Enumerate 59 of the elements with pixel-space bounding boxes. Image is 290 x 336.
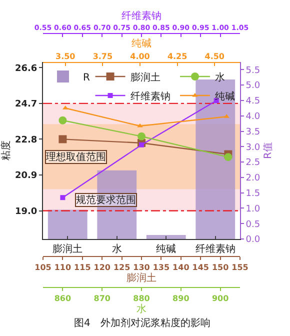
- x-tick-label: 145: [192, 262, 210, 272]
- x-tick-label: 140: [172, 262, 190, 272]
- y2-tick-label: 1.5: [246, 188, 260, 199]
- y2-tick-label: 3.0: [246, 142, 260, 153]
- legend-label: 膨润土: [130, 71, 160, 84]
- x-tick-label: 860: [54, 294, 72, 303]
- band-label: 理想取值范围: [46, 151, 106, 163]
- x2-tick-label: 4.25: [167, 52, 188, 61]
- y2-tick-label: 0.5: [246, 220, 260, 230]
- y-axis-title: 粘度: [0, 140, 12, 160]
- x-tick-label: 120: [94, 262, 111, 272]
- y-tick-label: 26.6: [14, 64, 38, 74]
- bar: [146, 235, 186, 239]
- x-axis-title: 膨润土: [126, 272, 156, 284]
- x-tick-label: 130: [133, 262, 150, 272]
- y2-tick-label: 4.0: [246, 112, 260, 122]
- x-tick-label: 膨润土: [52, 243, 83, 255]
- y2-tick-label: 5.0: [246, 81, 260, 92]
- x2-tick-label: 3.75: [92, 52, 113, 61]
- x-tick-label: 135: [152, 262, 170, 272]
- x-tick-label: 155: [232, 262, 249, 272]
- x-tick-label: 纤维素钠: [195, 243, 236, 255]
- legend-label: 纯碱: [215, 90, 235, 102]
- y-tick-label: 22.8: [14, 135, 38, 146]
- y-tick-label: 24.7: [14, 100, 38, 110]
- x-tick-label: 纯碱: [156, 243, 176, 255]
- legend-label: 水: [215, 71, 225, 84]
- x-tick-label: 110: [54, 262, 72, 272]
- band-label: 规范要求范围: [76, 194, 136, 206]
- x-tick-label: 150: [212, 262, 230, 272]
- x2-axis-title: 纤维素钠: [122, 10, 162, 22]
- x2-tick-label: 4.50: [204, 52, 225, 61]
- x2-axis-title: 纯碱: [132, 38, 152, 50]
- x-tick-label: 水: [112, 243, 122, 255]
- x-tick-label: 870: [94, 294, 111, 303]
- y2-tick-label: 4.5: [246, 96, 260, 107]
- x-tick-label: 900: [212, 294, 230, 303]
- x-tick-label: 890: [172, 294, 190, 303]
- y2-tick-label: 0.0: [246, 235, 260, 246]
- y2-tick-label: 1.0: [246, 204, 260, 214]
- legend-label: R: [83, 72, 90, 84]
- x-tick-label: 125: [113, 262, 131, 272]
- bar: [48, 210, 88, 239]
- y2-tick-label: 3.5: [246, 127, 260, 138]
- y-tick-label: 20.9: [14, 171, 38, 182]
- bar: [97, 170, 137, 239]
- y2-axis-title: R值: [262, 142, 274, 159]
- y2-tick-label: 5.5: [246, 66, 260, 76]
- x-tick-label: 115: [74, 262, 92, 272]
- y-tick-label: 19.0: [14, 206, 38, 217]
- x-tick-label: 880: [133, 294, 150, 303]
- legend-label: 纤维素钠: [130, 90, 170, 102]
- y2-tick-label: 2.0: [246, 174, 260, 184]
- caption: 图4 外加剂对泥浆粘度的影响: [74, 317, 210, 329]
- x-axis-title: 水: [136, 302, 146, 315]
- y2-tick-label: 2.5: [246, 158, 260, 168]
- x2-tick-label: 3.50: [56, 52, 76, 61]
- x-tick-label: 105: [34, 262, 52, 272]
- x2-tick-label: 4.00: [130, 52, 150, 61]
